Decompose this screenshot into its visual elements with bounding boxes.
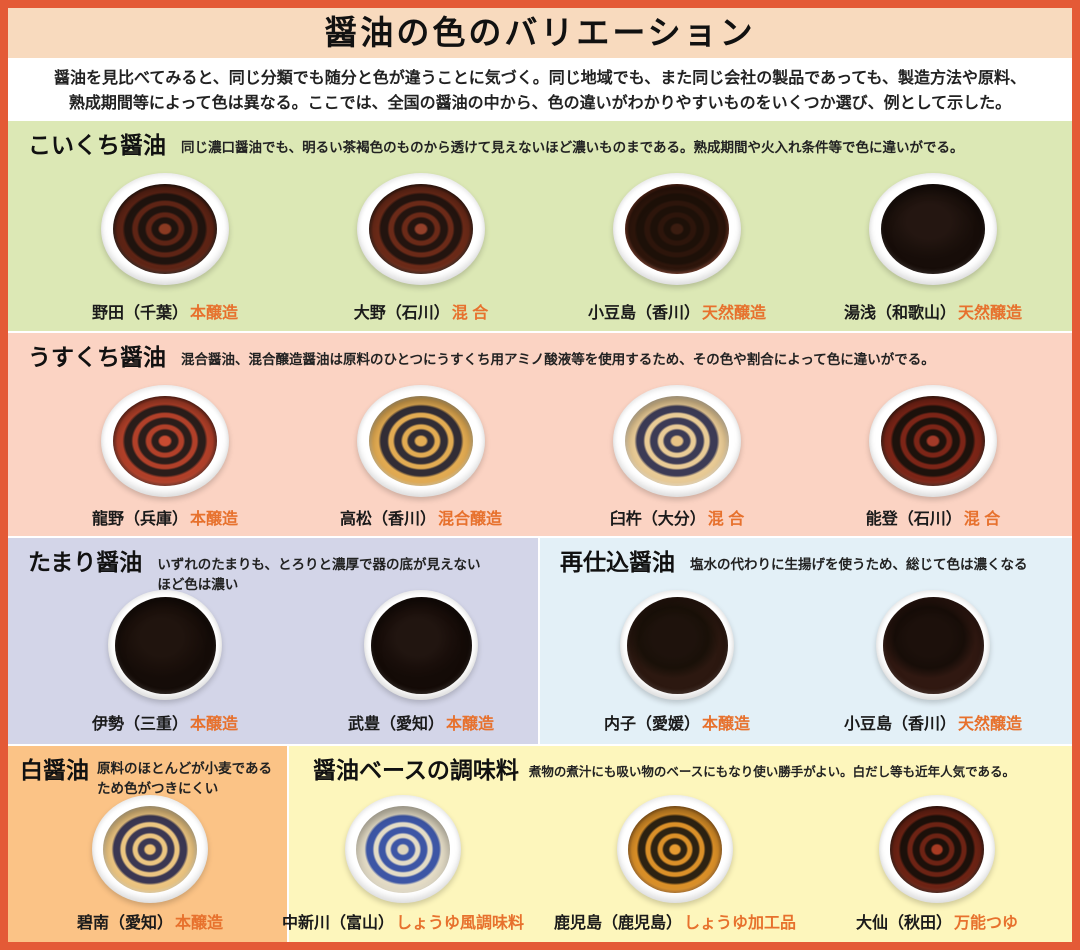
soy-sauce-liquid	[882, 596, 984, 694]
section-tamari-title: たまり醤油	[28, 549, 143, 575]
section-base-desc: 煮物の煮汁にも吸い物のベースにもなり使い勝手がよい。白だし等も近年人気である。	[528, 765, 1015, 779]
section-base-title: 醤油ベースの調味料	[313, 757, 519, 783]
dish-taketoyo: 武豊（愛知） 本醸造	[296, 590, 546, 734]
dish-ohno: 大野（石川）混 合	[296, 173, 546, 323]
section-saishikomi: 再仕込醤油 塩水の代わりに生揚げを使うため、総じて色は濃くなる 内子（愛媛） 本醸…	[540, 538, 1072, 744]
soy-sauce-liquid	[881, 396, 985, 486]
dish-noda: 野田（千葉） 本醸造	[40, 173, 290, 323]
dish-label: 大仙（秋田） 万能つゆ	[855, 915, 1019, 932]
dish-nakaniikawa: 中新川（富山） しょうゆ風調味料	[278, 795, 528, 933]
soy-sauce-liquid	[356, 805, 450, 893]
section-saishikomi-desc: 塩水の代わりに生揚げを使うため、総じて色は濃くなる	[690, 557, 1028, 572]
intro-text: 醤油を見比べてみると、同じ分類でも随分と色が違うことに気づく。同じ地域でも、また…	[8, 58, 1072, 121]
section-shiro-title: 白醤油	[20, 757, 89, 783]
dish-label: 臼杵（大分）混 合	[609, 511, 745, 528]
soy-sauce-liquid	[103, 805, 197, 893]
section-usukuchi: うすくち醤油 混合醤油、混合醸造醤油は原料のひとつにうすくち用アミノ酸液等を使用…	[8, 333, 1072, 536]
soy-sauce-plate	[357, 385, 485, 497]
dish-kagoshima: 鹿児島（鹿児島） しょうゆ加工品	[550, 795, 800, 933]
section-usukuchi-title: うすくち醤油	[28, 344, 166, 370]
soy-sauce-liquid	[890, 805, 984, 893]
soy-sauce-plate	[617, 795, 733, 903]
soy-sauce-plate	[620, 590, 734, 700]
soy-sauce-liquid	[881, 184, 985, 274]
intro-line-2: 熟成期間等によって色は異なる。ここでは、全国の醤油の中から、色の違いがわかりやす…	[68, 94, 1012, 112]
soy-sauce-liquid	[113, 184, 217, 274]
soy-sauce-plate	[613, 173, 741, 285]
dish-label: 能登（石川）混 合	[865, 511, 1001, 528]
dish-shodoshima-saishikomi: 小豆島（香川） 天然醸造	[808, 590, 1058, 734]
soy-sauce-plate	[869, 173, 997, 285]
soy-sauce-liquid	[113, 396, 217, 486]
title-band: 醤油の色のバリエーション	[8, 8, 1072, 58]
section-koikuchi-desc: 同じ濃口醤油でも、明るい茶褐色のものから透けて見えないほど濃いものまである。熟成…	[181, 140, 964, 155]
dish-ise: 伊勢（三重） 本醸造	[40, 590, 290, 734]
dish-label: 湯浅（和歌山） 天然醸造	[843, 305, 1023, 322]
soy-sauce-plate	[364, 590, 478, 700]
soy-sauce-plate	[357, 173, 485, 285]
dish-label: 伊勢（三重） 本醸造	[91, 716, 239, 733]
dish-hekinan: 碧南（愛知） 本醸造	[25, 795, 275, 933]
section-koikuchi-title: こいくち醤油	[28, 132, 166, 158]
soy-sauce-liquid	[369, 396, 473, 486]
dish-label: 中新川（富山） しょうゆ風調味料	[281, 915, 525, 932]
dish-yuasa: 湯浅（和歌山） 天然醸造	[808, 173, 1058, 323]
soy-sauce-plate	[345, 795, 461, 903]
soy-sauce-liquid	[369, 184, 473, 274]
dish-daisen: 大仙（秋田） 万能つゆ	[812, 795, 1062, 933]
soy-sauce-liquid	[628, 805, 722, 893]
soy-sauce-plate	[876, 590, 990, 700]
page-title: 醤油の色のバリエーション	[324, 14, 756, 51]
soy-sauce-plate	[92, 795, 208, 903]
soy-sauce-plate	[101, 173, 229, 285]
dish-shodoshima-koikuchi: 小豆島（香川） 天然醸造	[552, 173, 802, 323]
soy-sauce-plate	[101, 385, 229, 497]
soy-sauce-liquid	[626, 596, 728, 694]
soy-sauce-liquid	[625, 184, 729, 274]
dish-label: 野田（千葉） 本醸造	[91, 305, 239, 322]
section-shiro-desc: 原料のほとんどが小麦であるため色がつきにくい	[97, 761, 272, 796]
dish-tatsuno: 龍野（兵庫） 本醸造	[40, 385, 290, 529]
section-base-seasoning: 醤油ベースの調味料 煮物の煮汁にも吸い物のベースにもなり使い勝手がよい。白だし等…	[282, 746, 1072, 942]
dish-uchiko: 内子（愛媛） 本醸造	[552, 590, 802, 734]
dish-label: 小豆島（香川） 天然醸造	[587, 305, 767, 322]
soy-sauce-liquid	[370, 596, 472, 694]
section-saishikomi-title: 再仕込醤油	[560, 549, 675, 575]
dish-label: 小豆島（香川） 天然醸造	[843, 716, 1023, 733]
soy-sauce-plate	[108, 590, 222, 700]
section-shiro: 白醤油 原料のほとんどが小麦であるため色がつきにくい 碧南（愛知） 本醸造	[8, 746, 287, 942]
dish-label: 碧南（愛知） 本醸造	[76, 915, 224, 932]
dish-label: 龍野（兵庫） 本醸造	[91, 511, 239, 528]
soy-sauce-liquid	[114, 596, 216, 694]
dish-label: 大野（石川）混 合	[353, 305, 489, 322]
soy-sauce-plate	[869, 385, 997, 497]
dish-usuki: 臼杵（大分）混 合	[552, 385, 802, 529]
dish-noto: 能登（石川）混 合	[808, 385, 1058, 529]
dish-label: 鹿児島（鹿児島） しょうゆ加工品	[553, 915, 797, 932]
dish-label: 内子（愛媛） 本醸造	[603, 716, 751, 733]
section-tamari-desc: いずれのたまりも、とろりと濃厚で器の底が見えないほど色は濃い	[157, 557, 481, 592]
soy-sauce-liquid	[625, 396, 729, 486]
intro-line-1: 醤油を見比べてみると、同じ分類でも随分と色が違うことに気づく。同じ地域でも、また…	[53, 70, 1026, 87]
dish-takamatsu: 高松（香川） 混合醸造	[296, 385, 546, 529]
section-usukuchi-desc: 混合醤油、混合醸造醤油は原料のひとつにうすくち用アミノ酸液等を使用するため、その…	[181, 352, 935, 367]
section-koikuchi: こいくち醤油 同じ濃口醤油でも、明るい茶褐色のものから透けて見えないほど濃いもの…	[8, 121, 1072, 331]
dish-label: 高松（香川） 混合醸造	[339, 511, 503, 528]
soy-sauce-plate	[879, 795, 995, 903]
dish-label: 武豊（愛知） 本醸造	[347, 716, 495, 733]
soy-sauce-plate	[613, 385, 741, 497]
section-tamari: たまり醤油 いずれのたまりも、とろりと濃厚で器の底が見えないほど色は濃い 伊勢（…	[8, 538, 538, 744]
